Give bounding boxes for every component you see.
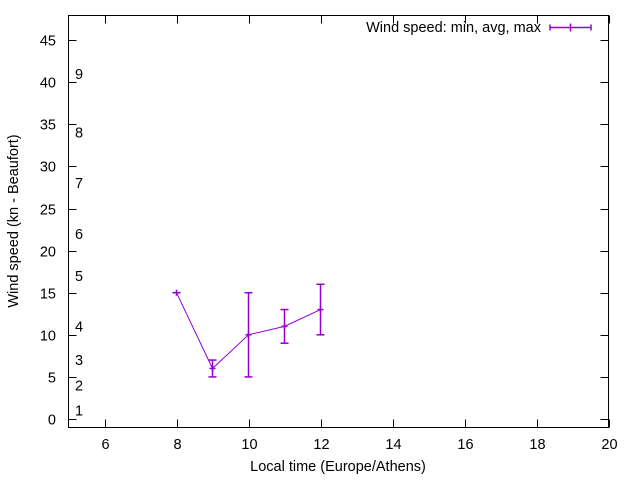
series-wind-speed [172, 283, 325, 378]
beaufort-label: 8 [75, 126, 83, 142]
beaufort-label: 7 [75, 176, 83, 192]
y-tick-label: 15 [40, 287, 56, 303]
y-tick-label: 5 [48, 371, 56, 387]
x-tick-label: 16 [457, 437, 473, 453]
beaufort-label: 6 [75, 227, 83, 243]
x-tick-label: 6 [101, 437, 109, 453]
legend-label: Wind speed: min, avg, max [366, 20, 542, 36]
y-tick-label: 40 [40, 76, 56, 92]
y-tick-label: 35 [40, 118, 56, 134]
beaufort-label: 9 [75, 67, 83, 83]
y-tick-label: 10 [40, 329, 56, 345]
x-tick-label: 14 [385, 437, 401, 453]
y-tick-label: 25 [40, 203, 56, 219]
y-axis-label: Wind speed (kn - Beaufort) [6, 134, 22, 307]
x-tick-label: 12 [313, 437, 329, 453]
beaufort-label: 1 [75, 404, 83, 420]
legend: Wind speed: min, avg, max [366, 20, 592, 36]
y-tick-label: 45 [40, 34, 56, 50]
y-tick-label: 30 [40, 160, 56, 176]
legend-sample-errorbar [549, 23, 592, 32]
x-tick-label: 10 [241, 437, 257, 453]
x-tick-label: 20 [601, 437, 617, 453]
beaufort-labels: 1 2 3 4 5 6 7 8 9 [75, 67, 83, 420]
beaufort-label: 3 [75, 353, 83, 369]
x-tick-label: 8 [173, 437, 181, 453]
plot-frame [68, 15, 609, 428]
y-tick-label: 20 [40, 245, 56, 261]
x-axis-ticks: 6 8 10 12 14 16 18 20 [101, 15, 618, 453]
beaufort-label: 2 [75, 378, 83, 394]
y-tick-label: 0 [48, 413, 56, 429]
beaufort-label: 4 [75, 319, 83, 335]
x-axis-label: Local time (Europe/Athens) [250, 459, 426, 475]
x-tick-label: 18 [529, 437, 545, 453]
beaufort-label: 5 [75, 269, 83, 285]
